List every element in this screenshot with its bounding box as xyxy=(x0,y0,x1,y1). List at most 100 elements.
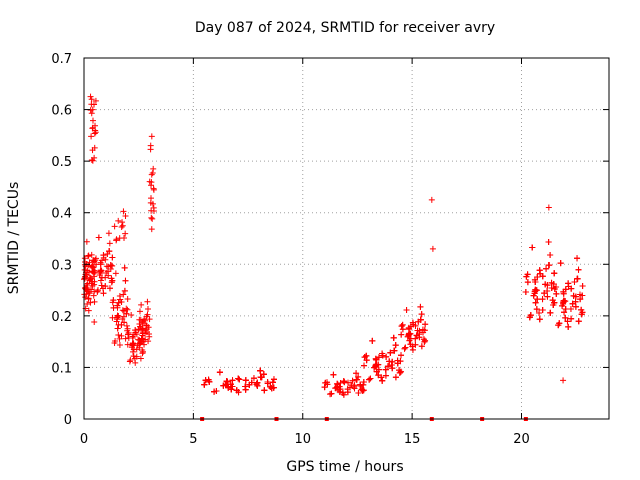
data-point xyxy=(556,320,563,327)
data-point xyxy=(92,122,99,129)
data-point xyxy=(384,363,391,370)
data-point xyxy=(216,369,223,376)
data-point xyxy=(391,347,398,354)
data-point xyxy=(546,262,553,269)
data-point xyxy=(534,273,541,280)
data-point xyxy=(88,133,95,140)
data-point xyxy=(562,286,569,293)
data-point xyxy=(91,273,98,280)
data-point xyxy=(429,245,436,252)
data-point xyxy=(383,353,390,360)
x-tick-label: 0 xyxy=(80,432,88,447)
data-point xyxy=(113,236,120,243)
data-point xyxy=(327,391,334,398)
data-point xyxy=(524,271,531,278)
data-point xyxy=(109,262,116,269)
data-point xyxy=(398,331,405,338)
data-point xyxy=(114,302,121,309)
data-point xyxy=(379,352,386,359)
data-point xyxy=(118,224,125,231)
data-point xyxy=(337,386,344,393)
data-point xyxy=(428,196,435,203)
data-point xyxy=(406,337,413,344)
y-tick-label: 0.2 xyxy=(51,310,72,325)
data-point xyxy=(122,335,129,342)
data-point xyxy=(270,384,277,391)
data-point xyxy=(108,275,115,282)
data-point xyxy=(148,133,155,140)
data-point xyxy=(539,273,546,280)
data-point xyxy=(95,234,102,241)
data-point xyxy=(106,285,113,292)
data-point xyxy=(389,365,396,372)
data-point xyxy=(124,295,131,302)
data-point xyxy=(394,360,401,367)
data-point xyxy=(574,275,581,282)
data-point xyxy=(120,291,127,298)
data-point xyxy=(392,374,399,381)
data-point xyxy=(119,222,126,229)
data-point xyxy=(211,388,218,395)
data-point xyxy=(148,179,155,186)
data-point xyxy=(387,349,394,356)
data-point xyxy=(399,326,406,333)
plot-frame xyxy=(83,57,610,420)
data-point xyxy=(532,299,539,306)
data-point xyxy=(547,309,554,316)
data-point xyxy=(110,297,117,304)
data-point xyxy=(150,186,157,193)
data-point xyxy=(565,323,572,330)
data-point xyxy=(96,271,103,278)
data-point xyxy=(124,306,131,313)
data-point xyxy=(367,375,374,382)
y-tick-label: 0.5 xyxy=(51,155,72,170)
data-point xyxy=(579,292,586,299)
data-point xyxy=(561,309,568,316)
data-point xyxy=(148,214,155,221)
data-point xyxy=(353,370,360,377)
data-point xyxy=(125,329,132,336)
data-point xyxy=(137,339,144,346)
data-point xyxy=(328,390,335,397)
data-point xyxy=(547,252,554,259)
data-point xyxy=(350,383,357,390)
y-tick-label: 0.7 xyxy=(51,52,72,67)
data-point xyxy=(116,335,123,342)
data-point xyxy=(560,377,567,384)
data-point xyxy=(149,170,156,177)
data-point xyxy=(322,379,329,386)
data-point xyxy=(579,282,586,289)
data-point xyxy=(97,261,104,268)
data-point xyxy=(339,390,346,397)
data-point xyxy=(129,341,136,348)
data-point xyxy=(341,379,348,386)
x-tick-label: 15 xyxy=(404,432,421,447)
data-point xyxy=(140,330,147,337)
data-point xyxy=(111,223,118,230)
data-point xyxy=(127,357,134,364)
data-point xyxy=(122,230,129,237)
data-point xyxy=(142,327,149,334)
data-point xyxy=(575,318,582,325)
data-point xyxy=(254,379,261,386)
data-point xyxy=(345,379,352,386)
chart-title: Day 087 of 2024, SRMTID for receiver avr… xyxy=(195,20,495,36)
data-point xyxy=(120,208,127,215)
data-point xyxy=(545,204,552,211)
data-point xyxy=(104,251,111,258)
data-point xyxy=(121,287,128,294)
data-point xyxy=(346,384,353,391)
data-point xyxy=(88,251,95,258)
data-point xyxy=(414,327,421,334)
data-point xyxy=(126,358,133,365)
data-point xyxy=(524,279,531,286)
data-point xyxy=(572,303,579,310)
data-point xyxy=(235,375,242,382)
data-point xyxy=(417,303,424,310)
x-tick-label: 5 xyxy=(189,432,197,447)
data-point xyxy=(536,316,543,323)
data-point xyxy=(94,287,101,294)
data-point xyxy=(390,334,397,341)
data-points xyxy=(81,93,586,421)
y-tick-label: 0.1 xyxy=(51,361,72,376)
